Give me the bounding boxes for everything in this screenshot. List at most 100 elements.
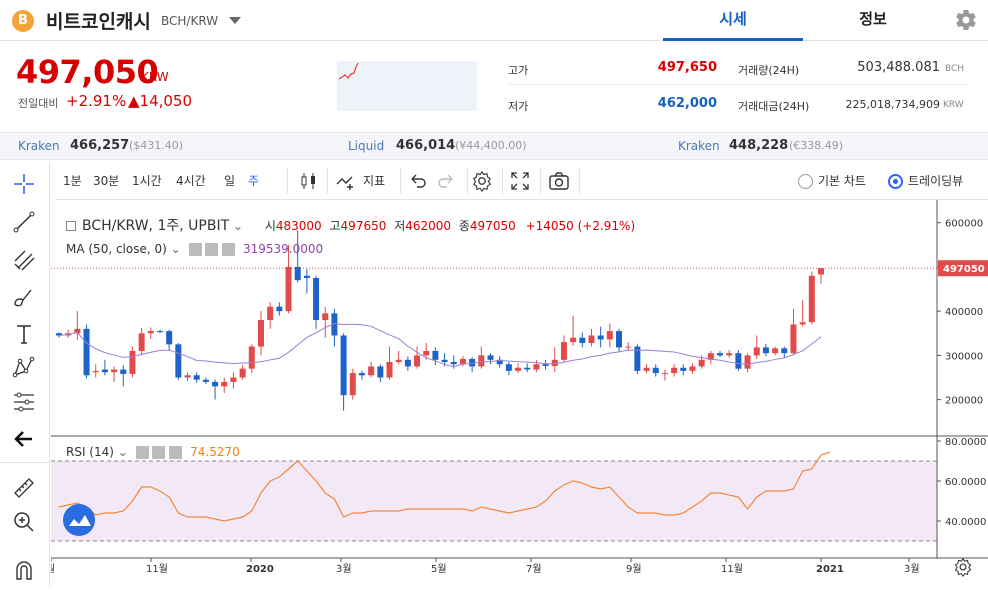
candle-body	[652, 367, 659, 374]
candle-body	[551, 359, 558, 366]
gear-icon[interactable]	[954, 8, 978, 32]
symbol-label[interactable]: BCH/KRW, 1주, UPBIT	[82, 218, 230, 234]
price-chart-area[interactable]: 60000050000040000030000020000080.000060.…	[46, 200, 988, 587]
candle-body	[579, 337, 586, 343]
candle-body	[285, 266, 292, 312]
camera-icon[interactable]	[548, 170, 570, 192]
candle-body	[74, 328, 81, 334]
trend-line-icon[interactable]	[12, 210, 36, 234]
tradingview-logo-icon	[63, 504, 95, 536]
indicator-icon[interactable]	[335, 170, 357, 192]
time-tick-label: 2021	[816, 564, 844, 575]
candle-body	[193, 375, 200, 380]
rsi-value: 74.5270	[190, 445, 240, 459]
zoom-in-icon[interactable]	[12, 510, 36, 534]
candlestick-chart[interactable]: 60000050000040000030000020000080.000060.…	[46, 200, 988, 587]
candle-body	[313, 277, 320, 320]
toolbar-divider	[467, 168, 468, 194]
candle-body	[781, 348, 788, 354]
candle-body	[221, 381, 228, 387]
candle-body	[762, 347, 769, 354]
rsi-band	[51, 461, 937, 541]
coin-name: 비트코인캐시	[46, 11, 151, 33]
candle-body	[643, 367, 650, 371]
indicator-button[interactable]: 지표	[363, 174, 386, 188]
candle-body	[294, 266, 301, 281]
candle-body	[680, 367, 687, 371]
crosshair-icon[interactable]	[12, 172, 36, 196]
candle-body	[368, 366, 375, 376]
last-price-badge	[938, 260, 988, 277]
tab-info[interactable]: 정보	[859, 10, 887, 28]
brush-icon[interactable]	[12, 286, 36, 310]
basic-chart-label[interactable]: 기본 차트	[818, 174, 866, 188]
candlestick-icon[interactable]	[298, 170, 320, 192]
redo-icon[interactable]	[435, 170, 457, 192]
time-tick-label: 7월	[526, 563, 542, 575]
low-value: 462,000	[657, 96, 717, 111]
settings-icon[interactable]	[471, 170, 493, 192]
ma-label[interactable]: MA (50, close, 0)	[66, 242, 167, 256]
candle-body	[689, 366, 696, 371]
fullscreen-icon[interactable]	[509, 170, 531, 192]
candle-body	[726, 353, 733, 356]
candle-body	[404, 359, 411, 367]
candle-body	[772, 348, 779, 354]
interval-4h[interactable]: 4시간	[176, 174, 206, 188]
prediction-tool-icon[interactable]	[12, 390, 36, 414]
interval-1d[interactable]: 일	[224, 174, 236, 188]
candle-body	[671, 367, 678, 374]
bitcoin-cash-logo-icon: B	[12, 10, 34, 32]
price-tick-label: 600000	[945, 219, 983, 230]
exchange-name[interactable]: Kraken	[18, 139, 60, 153]
close-icon[interactable]	[169, 446, 183, 459]
exchange-price-foreign: (€338.49)	[789, 139, 844, 152]
undo-icon[interactable]	[407, 170, 429, 192]
close-label-legend: 종	[458, 219, 470, 233]
pattern-icon[interactable]	[12, 356, 36, 380]
pair-selector[interactable]: BCH/KRW	[161, 14, 219, 28]
magnet-icon[interactable]	[12, 558, 36, 582]
candle-body	[267, 306, 274, 320]
candle-body	[799, 322, 806, 325]
candle-body	[441, 359, 448, 363]
amount-label: 거래대금(24H)	[738, 100, 810, 113]
amount-value: 225,018,734,909	[845, 98, 940, 111]
gear-icon[interactable]	[205, 243, 219, 256]
candle-body	[257, 320, 264, 347]
collapse-icon[interactable]	[66, 220, 76, 231]
exchange-prices-row: Kraken 466,257 ($431.40) Liquid 466,014 …	[0, 132, 988, 160]
text-tool-icon[interactable]	[12, 322, 36, 346]
gear-icon[interactable]	[152, 446, 166, 459]
candle-body	[175, 344, 182, 378]
candle-body	[322, 313, 329, 320]
ruler-icon[interactable]	[12, 476, 36, 500]
tradingview-label[interactable]: 트레이딩뷰	[908, 174, 964, 188]
eye-icon[interactable]	[135, 446, 149, 459]
toolbar-divider	[540, 168, 541, 194]
interval-30m[interactable]: 30분	[93, 174, 120, 188]
interval-1m[interactable]: 1분	[63, 174, 82, 188]
candle-body	[524, 367, 531, 370]
arrow-left-icon[interactable]	[12, 427, 36, 451]
rsi-label[interactable]: RSI (14)	[66, 445, 114, 459]
radio-basic-chart[interactable]	[798, 174, 813, 189]
exchange-name[interactable]: Liquid	[348, 139, 385, 153]
main-legend: BCH/KRW, 1주, UPBIT ⌄ 시483000 고497650 저46…	[66, 215, 635, 235]
tab-price[interactable]: 시세	[663, 0, 803, 41]
interval-1h[interactable]: 1시간	[132, 174, 162, 188]
exchange-price-foreign: ($431.40)	[129, 139, 184, 152]
interval-1w[interactable]: 주	[248, 174, 260, 188]
gear-icon[interactable]	[953, 557, 973, 577]
candle-body	[515, 367, 522, 371]
exchange-name[interactable]: Kraken	[678, 139, 720, 153]
exchange-price: 466,257	[70, 138, 130, 153]
pitchfork-icon[interactable]	[12, 248, 36, 272]
low-label-legend: 저	[394, 219, 406, 233]
eye-icon[interactable]	[188, 243, 202, 256]
radio-tradingview[interactable]	[888, 174, 903, 189]
close-icon[interactable]	[222, 243, 236, 256]
candle-body	[698, 359, 705, 367]
chevron-down-icon[interactable]	[229, 17, 241, 24]
candle-body	[717, 353, 724, 356]
